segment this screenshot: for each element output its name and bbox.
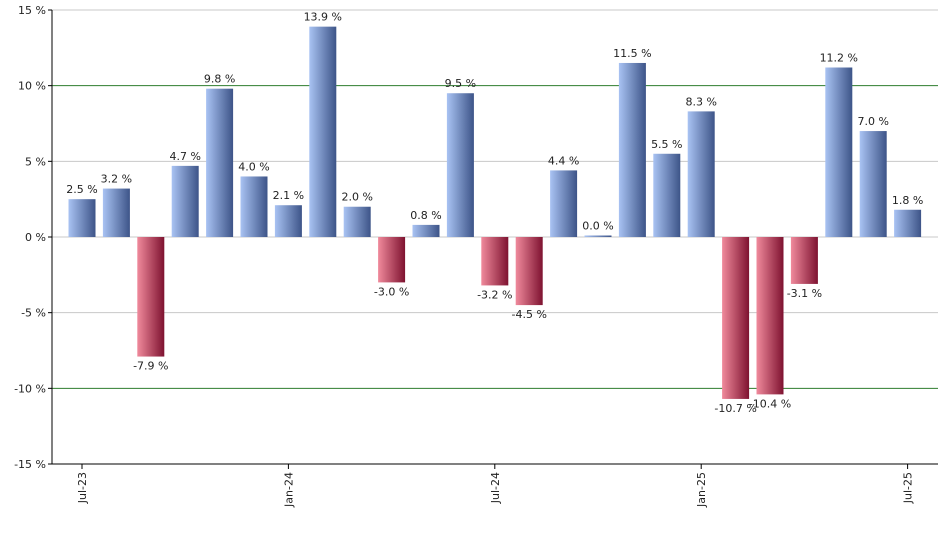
data-label: 2.0 % [341,191,372,204]
data-label: -3.1 % [787,287,822,300]
data-label: 11.2 % [820,52,858,65]
bar-positive [274,205,302,237]
x-tick-label: Jan-24 [282,472,295,508]
x-tick-label: Jan-25 [695,472,708,508]
y-tick-label: 15 % [18,4,46,17]
data-label: 0.8 % [410,209,441,222]
bar-positive [687,111,715,237]
bar-positive [102,188,130,237]
data-label: -10.4 % [749,397,791,410]
bar-positive [825,67,853,237]
y-tick-label: 5 % [25,155,46,168]
bar-negative [515,237,543,306]
data-label: -3.2 % [477,288,512,301]
y-tick-label: -5 % [21,307,46,320]
bar-positive [894,209,922,237]
data-label: 13.9 % [304,11,342,24]
bar-positive [653,153,681,237]
data-label: -7.9 % [133,360,168,373]
bar-positive [446,93,474,237]
bar-positive [343,206,371,237]
bar-positive [206,88,234,238]
data-label: 4.7 % [169,150,200,163]
data-label: -3.0 % [374,285,409,298]
bar-positive [309,26,337,237]
gridlines [52,9,938,389]
data-labels: 2.5 % 3.2 % -7.9 % 4.7 % 9.8 % 4.0 % 2.1 % 13.9… [66,11,923,415]
y-tick-label: 10 % [18,80,46,93]
x-tick-label: Jul-24 [489,472,502,504]
bar-positive [859,131,887,237]
bar-negative [378,237,406,283]
data-label: 0.0 % [582,220,613,233]
bars [68,26,922,399]
bar-positive [412,224,440,237]
axes: 15 % 10 % 5 % 0 % -5 % -10 % -15 % Jul-23 Jan-24… [14,4,938,508]
y-tick-label: -15 % [14,458,46,471]
bar-positive [550,170,578,237]
data-label: -10.7 % [714,402,756,415]
data-label: -4.5 % [511,308,546,321]
data-label: 2.1 % [273,189,304,202]
data-label: 5.5 % [651,138,682,151]
bar-positive [584,235,612,237]
y-tick-label: 0 % [25,231,46,244]
data-label: 4.0 % [238,160,269,173]
x-tick-label: Jul-23 [76,472,89,504]
data-label: 1.8 % [892,194,923,207]
data-label: 2.5 % [66,183,97,196]
data-label: 8.3 % [685,95,716,108]
data-label: 7.0 % [857,115,888,128]
x-tick-label: Jul-25 [902,472,915,504]
data-label: 4.4 % [548,154,579,167]
bar-positive [240,176,268,237]
data-label: 9.8 % [204,73,235,86]
bar-positive [68,199,96,237]
data-label: 11.5 % [613,47,651,60]
bar-positive [618,62,646,237]
bar-negative [756,237,784,395]
data-label: 9.5 % [445,77,476,90]
bar-negative [790,237,818,284]
bar-negative [722,237,750,399]
y-tick-label: -10 % [14,382,46,395]
data-label: 3.2 % [101,173,132,186]
bar-negative [481,237,509,286]
bar-positive [171,165,199,237]
bar-negative [137,237,165,357]
